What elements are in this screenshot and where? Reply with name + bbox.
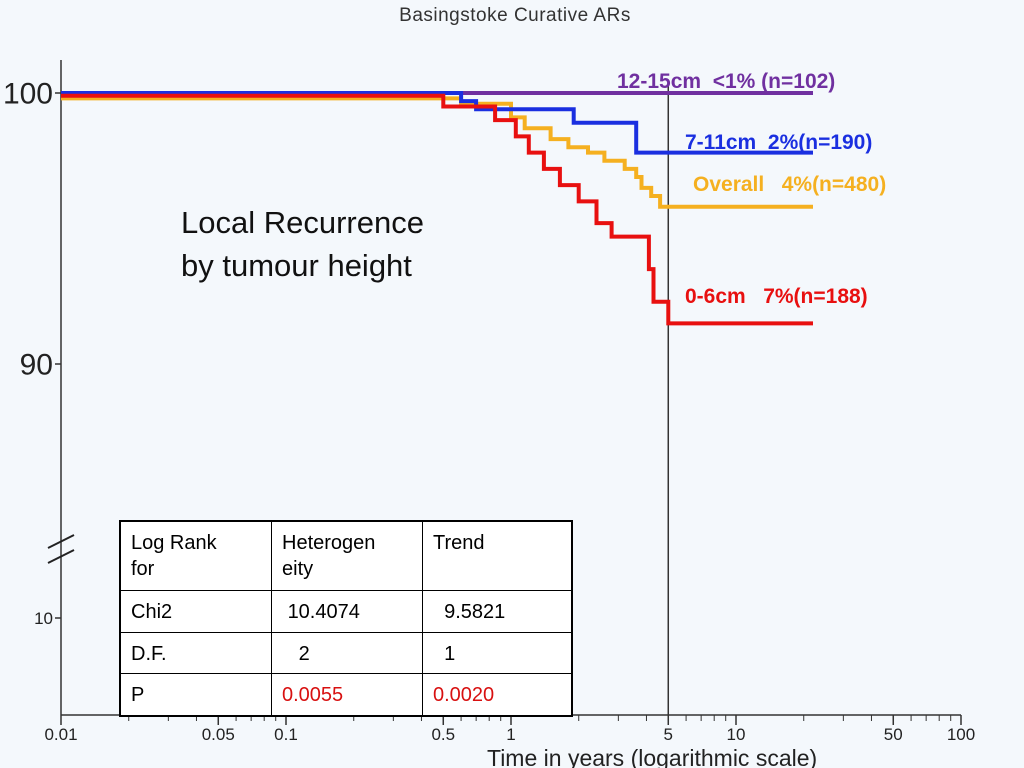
- series-line-overall: [61, 96, 813, 209]
- table-cell: 2: [271, 631, 423, 675]
- header-line: for: [131, 558, 155, 580]
- x-tick-label: 0.1: [274, 725, 298, 744]
- chart-title: Basingstoke Curative ARs: [399, 5, 631, 26]
- log-rank-table: Log Rank for Heterogen eity Trend Chi2 10.…: [119, 520, 573, 717]
- annotation-line-2: by tumour height: [181, 248, 412, 283]
- y-tick-label: 10: [34, 609, 53, 628]
- y-tick-label: 100: [3, 78, 53, 111]
- series-label-7-11cm: 7-11cm 2%(n=190): [685, 131, 872, 154]
- table-cell: 9.5821: [422, 590, 573, 633]
- header-line: eity: [282, 558, 314, 580]
- series-line-0-6cm: [61, 93, 813, 326]
- table-cell: 1: [422, 631, 573, 675]
- x-tick-label: 0.5: [431, 725, 455, 744]
- df-heterogeneity: 2: [298, 642, 310, 665]
- p-value-heterogeneity: 0.0055: [271, 673, 423, 717]
- table-cell: 10.4074: [271, 590, 423, 633]
- chi2-trend: 9.5821: [444, 601, 506, 624]
- x-tick-label: 10: [727, 725, 746, 744]
- header-line: Trend: [433, 532, 485, 554]
- annotation-line-1: Local Recurrence: [181, 205, 424, 240]
- table-cell: D.F.: [119, 631, 272, 675]
- table-row: Chi2 10.4074 9.5821: [119, 590, 573, 633]
- table-cell: Chi2: [119, 590, 272, 633]
- table-header-row: Log Rank for Heterogen eity Trend: [119, 520, 573, 592]
- y-tick-label: 90: [20, 349, 53, 382]
- series-label-12-15cm: 12-15cm <1% (n=102): [617, 70, 835, 93]
- x-tick-label: 1: [506, 725, 515, 744]
- header-line: Log Rank: [131, 532, 217, 554]
- series-label-0-6cm: 0-6cm 7%(n=188): [685, 285, 868, 308]
- series-line-7-11cm: [61, 91, 813, 155]
- x-tick-label: 5: [664, 725, 673, 744]
- table-row: D.F. 2 1: [119, 631, 573, 675]
- x-tick-label: 100: [947, 725, 975, 744]
- table-header-cell: Trend: [422, 520, 573, 592]
- axis-break-mark: [47, 549, 75, 564]
- table-row: P 0.0055 0.0020: [119, 673, 573, 717]
- chi2-heterogeneity: 10.4074: [287, 601, 360, 624]
- table-header-cell: Log Rank for: [119, 520, 272, 592]
- x-tick-label: 0.01: [44, 725, 77, 744]
- x-tick-label: 50: [884, 725, 903, 744]
- table-header-cell: Heterogen eity: [271, 520, 423, 592]
- axis-break-mark: [47, 534, 75, 549]
- series-label-overall: Overall 4%(n=480): [693, 173, 886, 196]
- series-layer: [61, 91, 813, 326]
- table-cell: P: [119, 673, 272, 717]
- series-labels: 12-15cm <1% (n=102) 7-11cm 2%(n=190) Overa…: [617, 70, 886, 308]
- df-trend: 1: [444, 642, 456, 665]
- p-value-trend: 0.0020: [422, 673, 573, 717]
- x-tick-label: 0.05: [202, 725, 235, 744]
- header-line: Heterogen: [282, 532, 376, 554]
- x-axis-label: Time in years (logarithmic scale): [487, 745, 817, 768]
